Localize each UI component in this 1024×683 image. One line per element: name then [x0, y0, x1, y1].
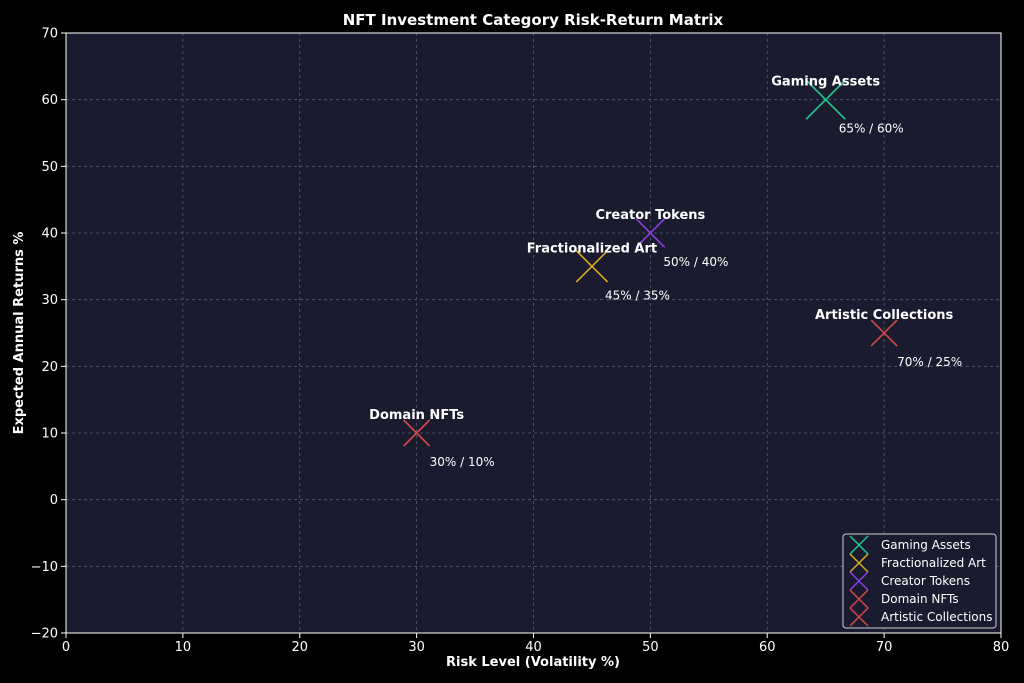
legend-marker — [849, 571, 869, 591]
x-tick-label: 80 — [993, 640, 1010, 655]
legend-marker — [849, 553, 869, 573]
data-point-marker — [575, 250, 609, 283]
chart-title: NFT Investment Category Risk-Return Matr… — [343, 11, 724, 29]
data-point-marker — [805, 79, 846, 120]
y-tick-label: 20 — [41, 360, 58, 375]
y-tick-label: 10 — [41, 427, 58, 442]
y-tick-label: −10 — [31, 560, 58, 575]
x-tick-label: 60 — [759, 640, 776, 655]
y-tick-label: 0 — [50, 493, 58, 508]
data-point-value: 45% / 35% — [605, 288, 670, 302]
y-tick-label: 40 — [41, 227, 58, 242]
legend-label: Domain NFTs — [881, 592, 959, 606]
data-point-value: 30% / 10% — [430, 455, 495, 469]
x-tick-label: 20 — [291, 640, 308, 655]
data-point-name: Fractionalized Art — [527, 241, 657, 256]
y-tick-label: −20 — [31, 627, 58, 642]
x-tick-label: 10 — [175, 640, 192, 655]
y-tick-label: 70 — [41, 27, 58, 42]
x-tick-label: 40 — [525, 640, 542, 655]
data-point-name: Gaming Assets — [771, 75, 880, 90]
legend: Gaming Assets Fractionalized Art Creator T… — [842, 533, 997, 629]
x-axis: 0 10 20 30 40 50 60 70 80 — [62, 633, 1009, 655]
data-point-marker — [635, 218, 666, 248]
y-tick-label: 30 — [41, 293, 58, 308]
x-axis-title: Risk Level (Volatility %) — [446, 655, 620, 670]
legend-marker — [849, 607, 869, 627]
legend-label: Fractionalized Art — [881, 556, 986, 570]
x-tick-label: 50 — [642, 640, 659, 655]
legend-label: Artistic Collections — [881, 610, 993, 624]
x-tick-label: 70 — [876, 640, 893, 655]
data-point-value: 65% / 60% — [839, 122, 904, 136]
data-point-marker — [403, 419, 431, 447]
data-labels: Gaming Assets 65% / 60% Fractionalized Art… — [369, 75, 962, 469]
legend-box — [842, 533, 997, 629]
legend-marker — [849, 589, 869, 609]
y-axis-title: Expected Annual Returns % — [12, 232, 27, 435]
data-point-value: 50% / 40% — [663, 255, 728, 269]
data-point-marker — [870, 319, 898, 347]
legend-marker — [849, 535, 869, 555]
data-point-name: Creator Tokens — [595, 208, 705, 223]
y-axis: −20 −10 0 10 20 30 40 50 60 70 — [31, 27, 66, 642]
y-tick-label: 60 — [41, 93, 58, 108]
x-tick-label: 30 — [408, 640, 425, 655]
legend-label: Gaming Assets — [881, 538, 971, 552]
x-tick-label: 0 — [62, 640, 70, 655]
y-tick-label: 50 — [41, 160, 58, 175]
data-markers — [403, 79, 898, 447]
legend-label: Creator Tokens — [881, 574, 970, 588]
data-point-name: Domain NFTs — [369, 408, 464, 423]
data-point-value: 70% / 25% — [897, 355, 962, 369]
data-point-name: Artistic Collections — [815, 308, 954, 323]
